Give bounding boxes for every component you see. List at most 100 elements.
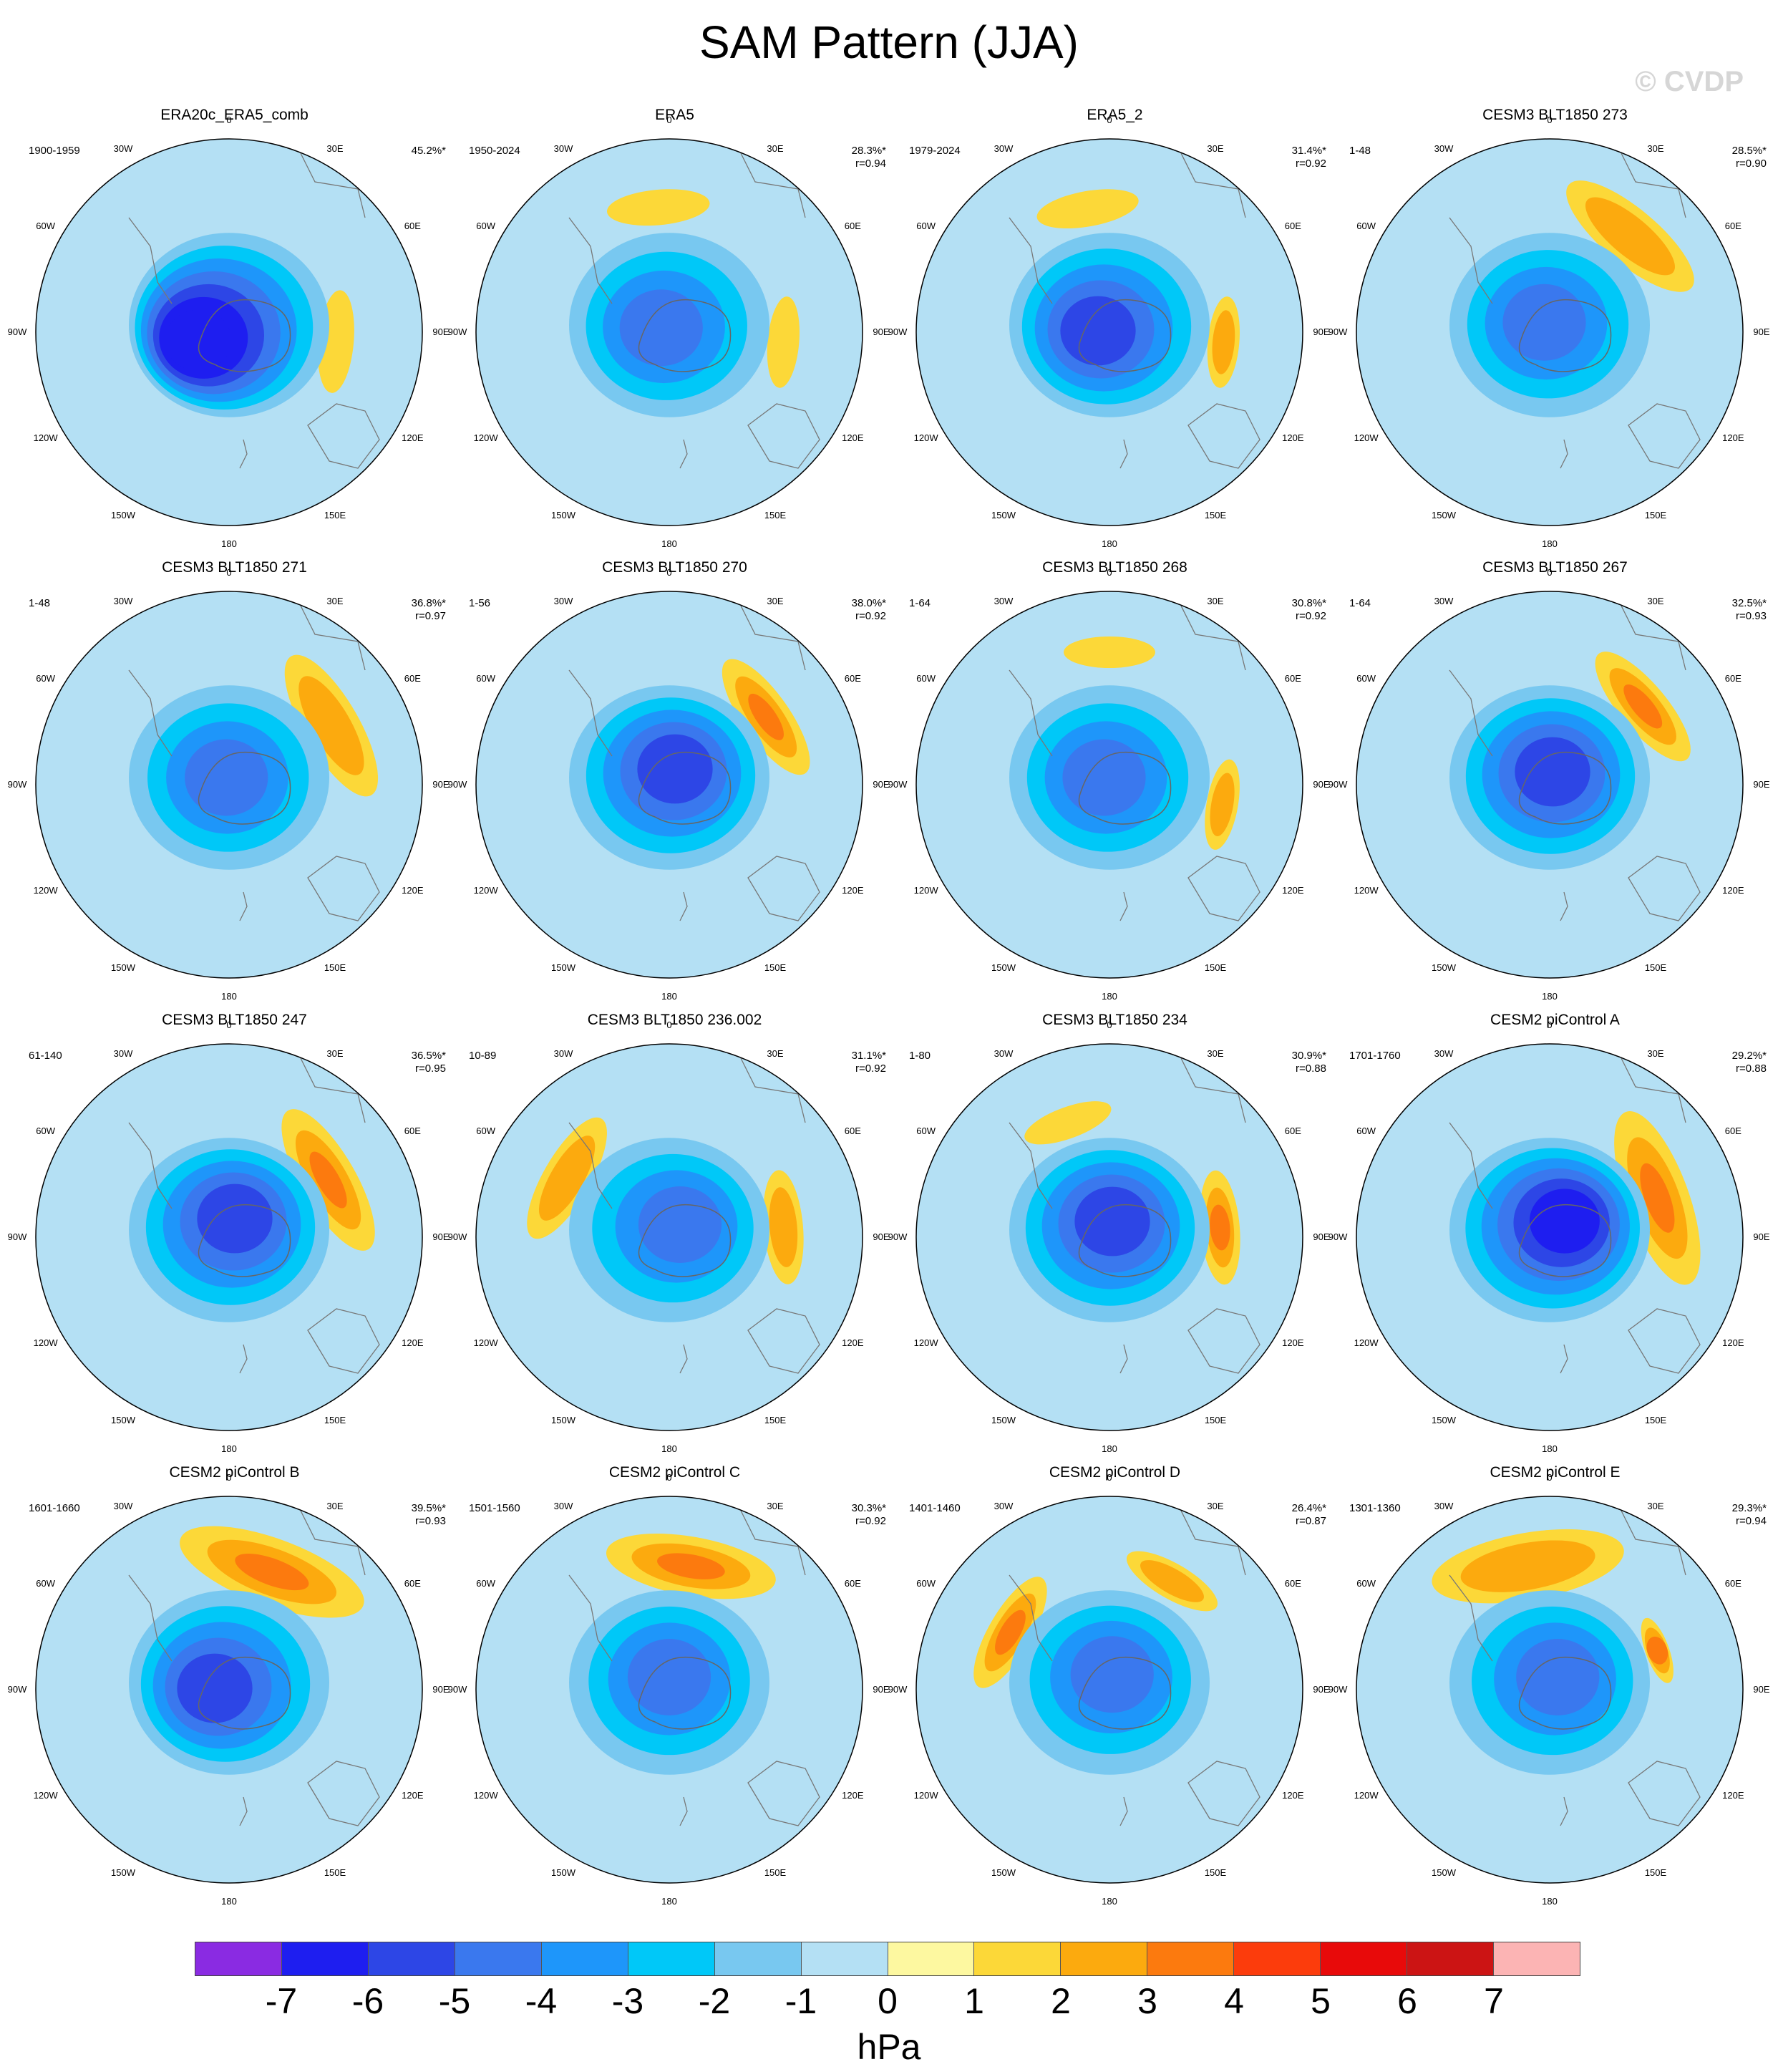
longitude-label: 60E	[1724, 673, 1741, 684]
longitude-label: 120W	[1354, 1790, 1379, 1801]
map-boundary	[915, 591, 1303, 979]
map-panel: CESM2 piControl E 1301-1360 29.3%* r=0.94 0 3…	[1328, 1463, 1775, 1914]
longitude-label: 90W	[1328, 326, 1348, 337]
map-panel: CESM3 BLT1850 273 1-48 28.5%* r=0.90 0 30E 60E…	[1328, 106, 1775, 557]
longitude-label: 30W	[1434, 595, 1454, 606]
longitude-label: 0	[1107, 1020, 1112, 1030]
map-panel: CESM2 piControl B 1601-1660 39.5%* r=0.93 0 3…	[8, 1463, 455, 1914]
coastline	[1119, 891, 1128, 921]
longitude-label: 90E	[873, 1684, 890, 1695]
panel-correlation: r=0.94	[1736, 1515, 1767, 1527]
longitude-label: 180	[661, 1443, 677, 1454]
positive-anomaly-contour	[539, 1136, 596, 1221]
panel-period: 1900-1959	[29, 145, 80, 157]
negative-anomaly-contour	[1529, 1189, 1600, 1254]
positive-anomaly-contour	[769, 1187, 798, 1267]
coastline	[1449, 669, 1493, 757]
negative-anomaly-contour	[1502, 284, 1586, 361]
panel-title: ERA5_2	[1087, 107, 1143, 123]
positive-anomaly-contour	[1640, 1163, 1675, 1233]
longitude-label: 150E	[1204, 510, 1227, 521]
longitude-label: 120W	[33, 885, 58, 896]
panel-correlation: r=0.92	[855, 610, 886, 622]
positive-anomaly-contour	[995, 1609, 1026, 1655]
longitude-label: 180	[661, 1896, 677, 1907]
positive-anomaly-contour	[1585, 197, 1675, 276]
panel-explained-variance: 39.5%*	[411, 1502, 446, 1514]
polar-map	[475, 138, 863, 526]
longitude-label: 120W	[473, 1337, 498, 1348]
longitude-label: 150E	[764, 510, 787, 521]
colorbar-tick-label: 1	[964, 1981, 984, 2021]
polar-map	[1356, 138, 1744, 526]
longitude-label: 120W	[33, 432, 58, 443]
longitude-label: 120W	[473, 432, 498, 443]
longitude-label: 120E	[842, 1337, 864, 1348]
coastline	[1628, 403, 1701, 469]
panel-title: CESM3 BLT1850 271	[162, 559, 307, 576]
longitude-label: 0	[226, 115, 232, 125]
longitude-label: 60E	[844, 1125, 861, 1136]
longitude-label: 150W	[991, 510, 1016, 521]
longitude-label: 150W	[111, 1415, 135, 1426]
panel-period: 1-48	[1349, 145, 1371, 157]
positive-anomaly-contour	[767, 296, 800, 388]
coastline	[307, 403, 380, 469]
longitude-label: 150W	[551, 1867, 575, 1879]
page-title: SAM Pattern (JJA)	[699, 16, 1079, 68]
coastline	[1009, 669, 1053, 757]
longitude-label: 60W	[36, 221, 56, 231]
panel-period: 61-140	[29, 1050, 62, 1062]
panel-period: 1-56	[469, 597, 491, 609]
panel-correlation: r=0.90	[1736, 158, 1767, 170]
longitude-label: 0	[226, 1020, 232, 1030]
coastline	[1560, 891, 1568, 921]
positive-anomaly-contour	[606, 189, 710, 226]
longitude-label: 150E	[1204, 1867, 1227, 1879]
coastline	[740, 153, 806, 218]
longitude-label: 0	[1547, 1472, 1553, 1483]
longitude-label: 30W	[994, 595, 1014, 606]
longitude-label: 90W	[1328, 1231, 1348, 1242]
longitude-label: 120E	[842, 432, 864, 443]
map-panel: CESM3 BLT1850 267 1-64 32.5%* r=0.93 0 30E 60E…	[1328, 558, 1775, 1010]
polar-map	[915, 1043, 1303, 1431]
coastline	[1180, 1510, 1246, 1576]
coastline	[568, 217, 613, 304]
longitude-label: 90E	[1753, 1231, 1770, 1242]
longitude-label: 150W	[1432, 510, 1456, 521]
colorbar-swatch	[974, 1942, 1062, 1975]
longitude-label: 60E	[1724, 1578, 1741, 1589]
coastline	[1180, 605, 1246, 671]
map-panel: CESM3 BLT1850 247 61-140 36.5%* r=0.95 0 30E 6…	[8, 1011, 455, 1462]
longitude-label: 30E	[1647, 1047, 1664, 1059]
longitude-label: 0	[1107, 567, 1112, 578]
antarctica-coastline	[198, 751, 291, 825]
longitude-label: 120W	[913, 885, 938, 896]
map-panel: CESM3 BLT1850 271 1-48 36.8%* r=0.97 0 30E 60E…	[8, 558, 455, 1010]
coastline	[568, 1122, 613, 1209]
longitude-label: 150E	[1644, 510, 1667, 521]
antarctica-coastline	[198, 1656, 291, 1730]
coastline	[747, 1308, 820, 1374]
longitude-label: 120W	[33, 1337, 58, 1348]
map-panel: ERA20c_ERA5_comb 1900-1959 45.2%* 0 30E 60E 90…	[8, 106, 455, 557]
longitude-label: 120E	[842, 1790, 864, 1801]
longitude-label: 0	[666, 115, 672, 125]
map-boundary	[1356, 138, 1744, 526]
longitude-label: 90W	[888, 1684, 908, 1695]
coastline	[1009, 1122, 1053, 1209]
longitude-label: 30E	[1207, 1047, 1224, 1059]
colorbar-tick-label: -2	[698, 1981, 731, 2021]
longitude-label: 60E	[1284, 221, 1301, 231]
coastline	[300, 1057, 366, 1123]
longitude-label: 60W	[1356, 1125, 1376, 1136]
longitude-label: 60W	[1356, 1578, 1376, 1589]
panel-period: 1701-1760	[1349, 1050, 1401, 1062]
longitude-label: 60W	[916, 221, 936, 231]
colorbar-tick-label: 6	[1397, 1981, 1417, 2021]
longitude-label: 180	[221, 1896, 237, 1907]
coastline	[1621, 605, 1686, 671]
longitude-label: 30E	[1207, 595, 1224, 606]
positive-anomaly-contour	[1623, 684, 1663, 729]
